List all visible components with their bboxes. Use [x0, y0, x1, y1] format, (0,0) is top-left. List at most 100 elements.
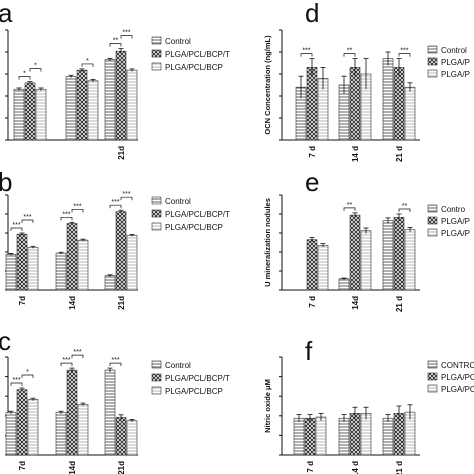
legend-swatch	[151, 222, 162, 231]
panel-letter: a	[0, 0, 13, 28]
significance-label: ***	[23, 214, 31, 221]
bar	[27, 399, 39, 456]
bar	[115, 50, 127, 141]
significance-bracket	[60, 216, 73, 221]
bar	[338, 278, 350, 291]
bar	[77, 404, 89, 456]
bar	[24, 82, 36, 141]
significance-bracket	[343, 53, 356, 57]
bar	[87, 80, 99, 141]
legend-swatch	[151, 386, 162, 395]
significance-bracket	[343, 207, 356, 211]
x-tick-label: 7d	[18, 461, 27, 470]
x-tick-label: 21 d	[395, 296, 404, 312]
significance-bracket	[71, 208, 84, 213]
x-tick-label: 14d	[351, 296, 360, 310]
bar	[306, 67, 318, 141]
significance-label: ***	[400, 48, 408, 55]
legend-swatch	[427, 45, 438, 54]
legend-label: Control	[441, 46, 467, 55]
x-tick-label: 14d	[68, 296, 77, 310]
panel-b: b7d 14d 21d****** ************ControlPLGA/P…	[0, 167, 230, 310]
bar	[404, 229, 416, 291]
bar	[349, 214, 361, 291]
significance-label: *	[86, 58, 89, 65]
legend-swatch	[427, 372, 438, 381]
panel-a: a21d********ControlPLGA/PCL/BCP/TPLGA/PC…	[0, 0, 230, 160]
bar	[306, 239, 318, 291]
panel-e: e U mineralization nodules 7 d 14d 21 d ** ** C…	[263, 167, 470, 312]
legend-swatch	[151, 62, 162, 71]
legend-swatch	[151, 209, 162, 218]
bar	[126, 420, 138, 456]
bar	[104, 275, 116, 291]
legend-label: CONTRC	[441, 361, 474, 370]
legend-label: PLGA/P	[441, 58, 470, 67]
x-tick-label: 14 d	[351, 146, 360, 162]
significance-label: **	[113, 38, 119, 45]
x-tick-label: 21d	[117, 461, 126, 474]
legend-label: Control	[165, 37, 191, 46]
legend-label: PLGA/PCL/BCP	[165, 63, 223, 72]
legend-swatch	[427, 360, 438, 369]
significance-label: *	[34, 63, 37, 70]
legend-swatch	[427, 204, 438, 213]
legend-swatch	[151, 49, 162, 58]
bar	[293, 417, 305, 456]
panel-letter: f	[305, 336, 313, 366]
significance-label: ***	[62, 211, 70, 218]
significance-label: ***	[73, 349, 81, 356]
bar	[382, 417, 394, 456]
bar	[115, 417, 127, 456]
y-axis-label: Nitric oxide μM	[263, 379, 272, 433]
significance-bracket	[18, 76, 31, 80]
x-tick-label: 21d	[117, 146, 126, 160]
y-axis-label: U mineralization nodules	[263, 198, 272, 287]
bar	[393, 67, 405, 141]
legend-swatch	[151, 373, 162, 382]
significance-bracket	[21, 219, 34, 223]
panel-letter: d	[305, 0, 319, 28]
x-tick-label: 21 d	[395, 146, 404, 162]
x-tick-label: 14 d	[351, 461, 360, 474]
significance-label: ***	[302, 48, 310, 55]
bar	[360, 413, 372, 456]
bar	[35, 88, 47, 141]
legend-label: PLGA/P	[441, 70, 470, 79]
bar	[304, 417, 316, 456]
significance-bracket	[81, 63, 94, 67]
bar	[76, 69, 88, 141]
significance-bracket	[109, 43, 122, 47]
significance-bracket	[398, 53, 411, 57]
legend-swatch	[427, 57, 438, 66]
bar	[5, 412, 17, 456]
legend-swatch	[427, 69, 438, 78]
panel-c: c7d 14d 21d*************ControlPLGA/PCL/BC…	[0, 326, 230, 474]
significance-label: *	[26, 369, 29, 376]
bar	[126, 235, 138, 291]
legend-label: Control	[165, 361, 191, 370]
bar	[126, 69, 138, 141]
significance-bracket	[71, 354, 84, 359]
legend-label: PLGA/P	[441, 217, 470, 226]
legend-swatch	[151, 360, 162, 369]
panel-letter: c	[0, 326, 11, 356]
significance-label: ***	[122, 30, 130, 37]
significance-label: *	[23, 71, 26, 78]
significance-label: ***	[12, 222, 20, 229]
bar	[66, 223, 78, 291]
significance-label: **	[347, 202, 353, 209]
significance-bracket	[120, 196, 133, 201]
bar	[382, 220, 394, 291]
x-tick-label: 7 d	[308, 296, 317, 308]
bar	[393, 217, 405, 291]
bar	[104, 369, 116, 456]
legend-label: PLGA/PC	[441, 373, 474, 382]
bar	[315, 416, 327, 456]
legend-label: PLGA/PC	[441, 385, 474, 394]
bar	[5, 254, 17, 291]
panel-letter: b	[0, 167, 12, 197]
x-tick-label: 7d	[18, 296, 27, 305]
bar	[349, 67, 361, 141]
x-tick-label: 7 d	[308, 146, 317, 158]
